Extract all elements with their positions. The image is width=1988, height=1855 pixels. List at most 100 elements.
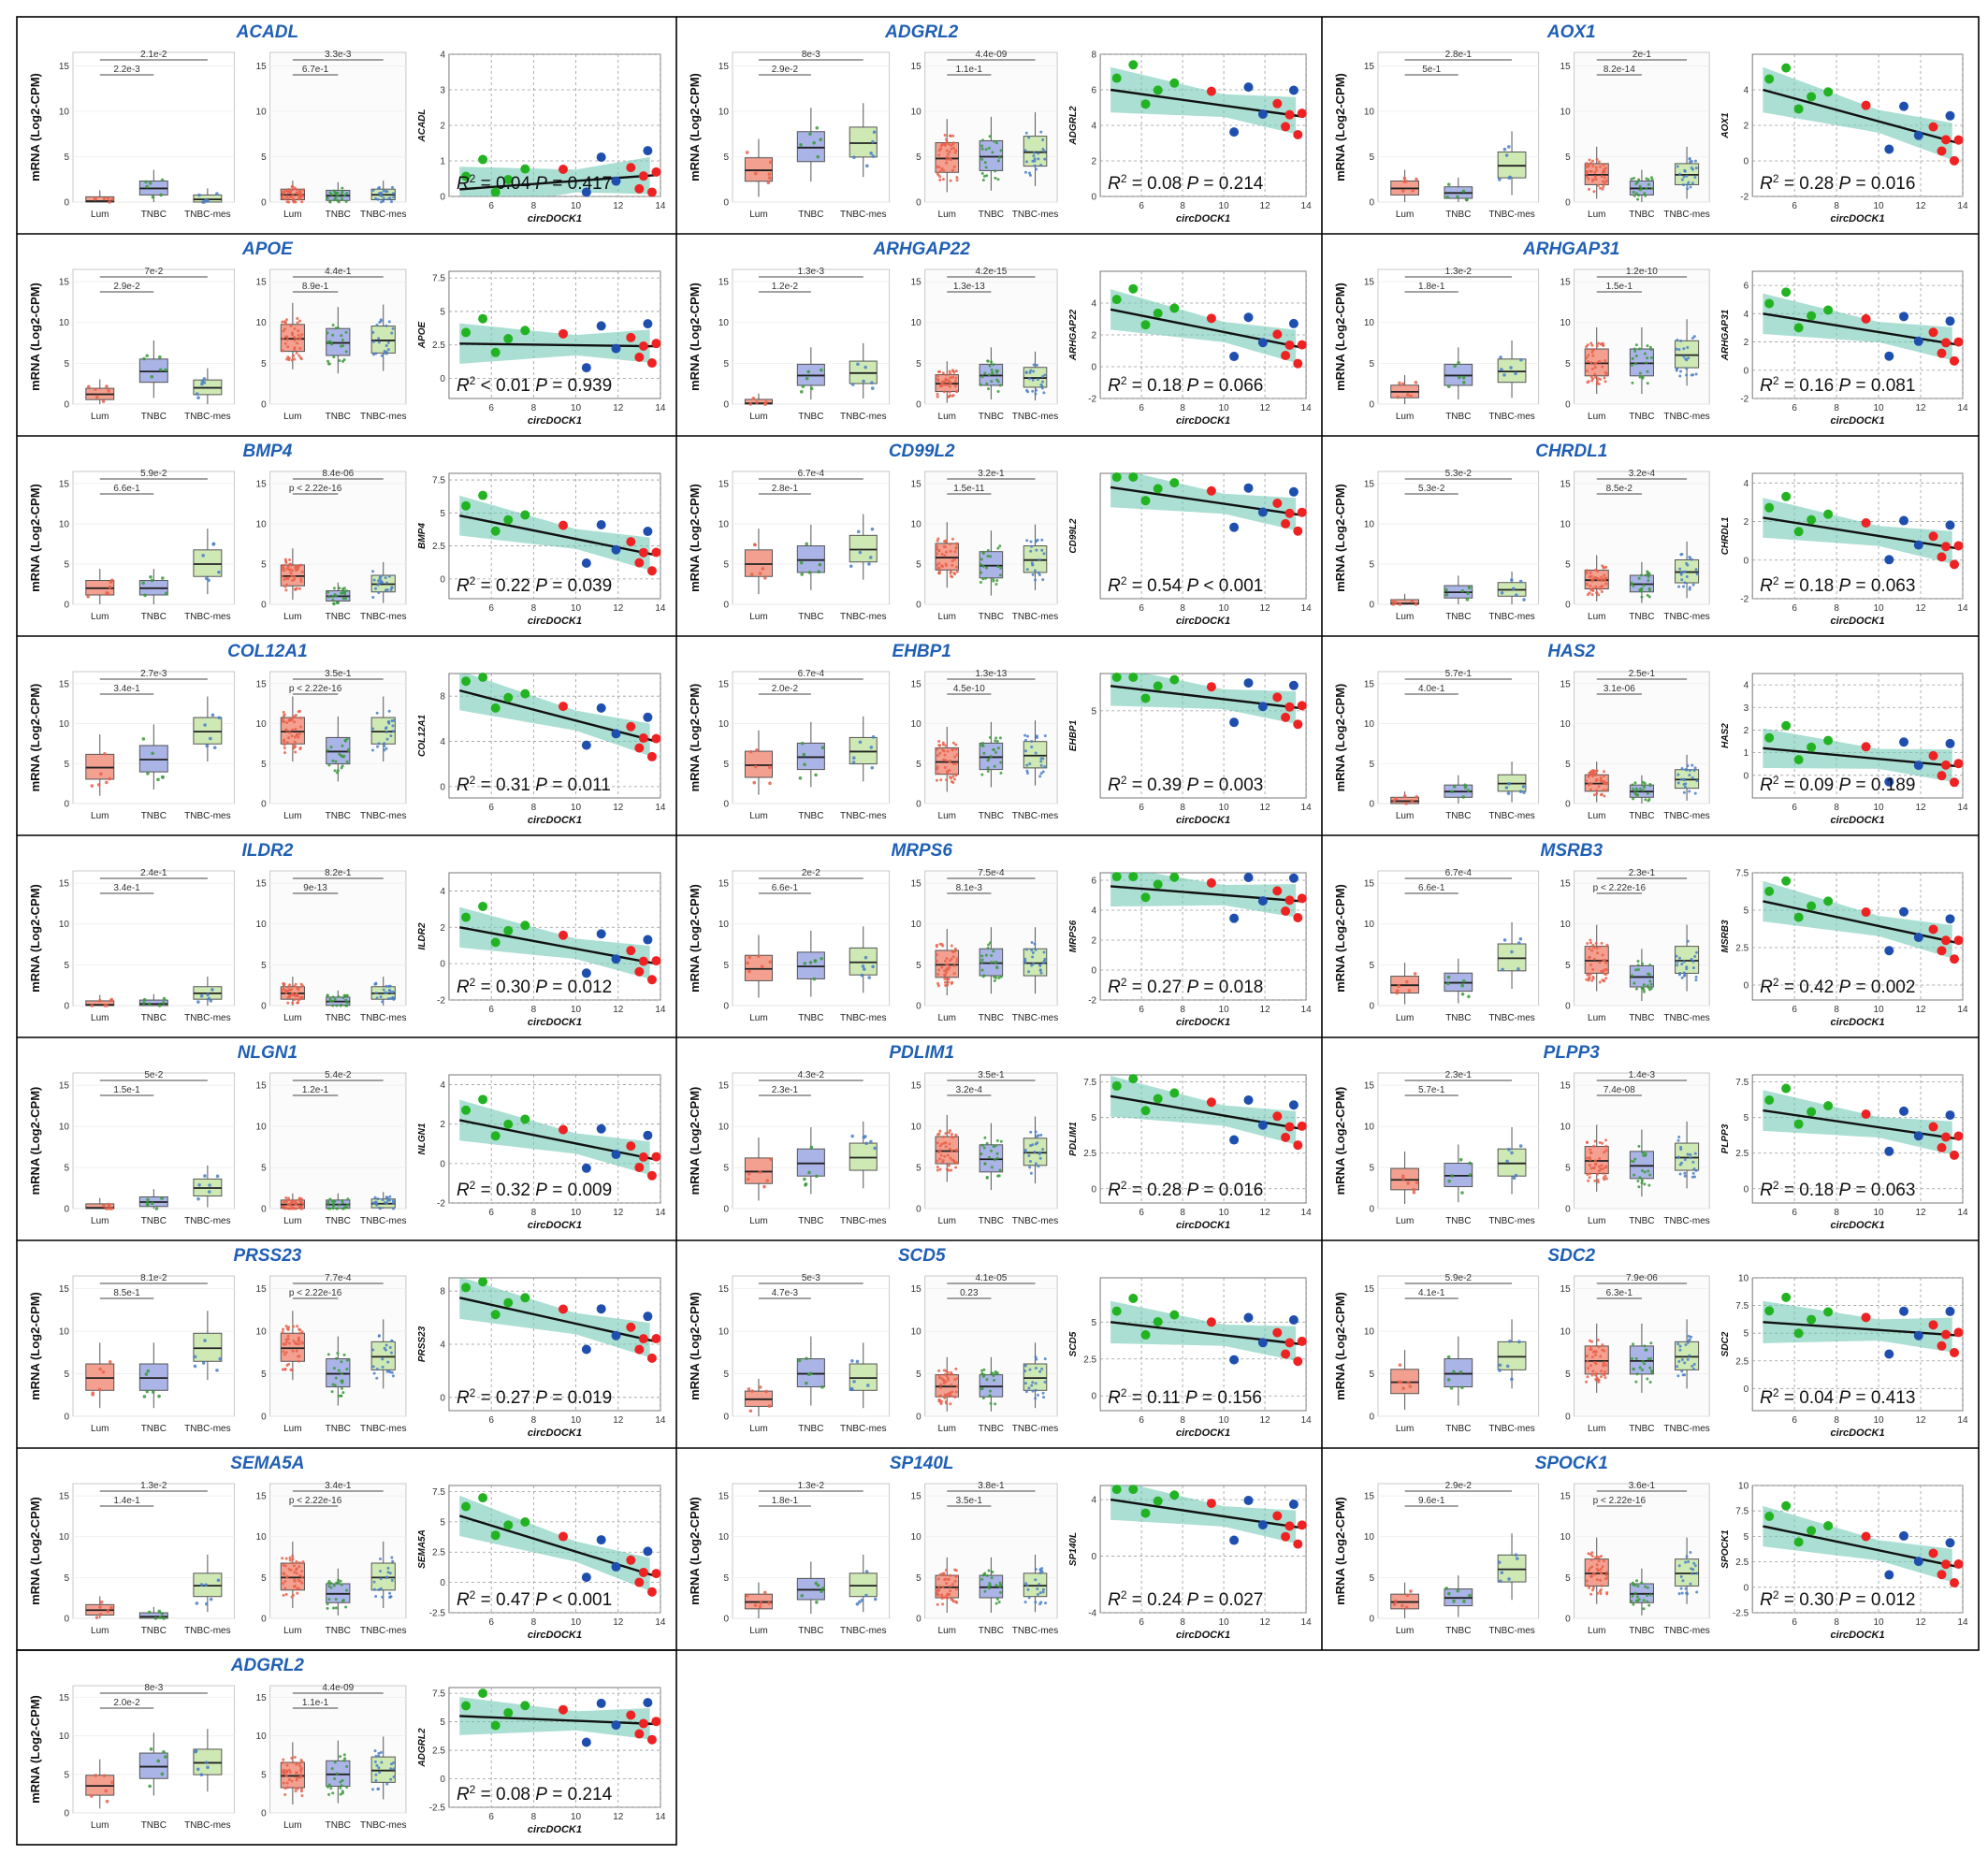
- data-point: [1038, 573, 1041, 577]
- x-tick-label: 8: [1834, 201, 1839, 211]
- data-point: [385, 730, 388, 733]
- data-point: [292, 984, 296, 988]
- p-value-label: 1.3e-13: [953, 282, 985, 292]
- y-tick-label: 5: [916, 1370, 921, 1380]
- data-point: [1603, 167, 1606, 171]
- data-point: [98, 1613, 103, 1616]
- scatter-point: [490, 703, 501, 713]
- data-point: [1467, 586, 1472, 590]
- data-point: [374, 1778, 378, 1782]
- data-point: [301, 1202, 305, 1206]
- data-point: [1678, 1344, 1682, 1348]
- scatter-point: [1793, 755, 1804, 765]
- data-point: [989, 755, 993, 759]
- data-point: [1462, 1600, 1466, 1603]
- data-point: [1034, 540, 1038, 543]
- data-point: [157, 1004, 162, 1007]
- data-point: [943, 554, 947, 558]
- category-label: Lum: [91, 1626, 109, 1636]
- scatter-point: [1928, 1548, 1938, 1558]
- data-point: [1637, 194, 1641, 197]
- y-tick-label: 10: [1560, 1123, 1572, 1133]
- data-point: [194, 1749, 197, 1754]
- data-point: [1042, 391, 1046, 395]
- p-value-label: 6.6e-1: [1418, 883, 1445, 893]
- scatter-point: [611, 1150, 621, 1160]
- data-point: [1452, 785, 1457, 789]
- data-point: [285, 338, 289, 341]
- data-point: [1027, 136, 1031, 139]
- data-point: [386, 1571, 390, 1574]
- category-label: TNBC-mes: [840, 1424, 886, 1434]
- y-tick-label: 0: [1369, 1413, 1374, 1423]
- data-point: [374, 1773, 378, 1776]
- data-point: [1602, 185, 1605, 189]
- data-point: [1039, 772, 1043, 775]
- data-point: [949, 376, 952, 380]
- scatter-point: [503, 925, 514, 935]
- data-point: [283, 743, 286, 746]
- data-point: [1646, 382, 1649, 385]
- data-point: [1521, 785, 1526, 789]
- data-point: [1684, 782, 1688, 786]
- data-point: [1693, 954, 1697, 958]
- data-point: [1676, 1155, 1680, 1159]
- data-point: [90, 1794, 94, 1798]
- data-point: [746, 961, 749, 965]
- scatter-point: [1793, 912, 1804, 922]
- data-point: [1468, 1173, 1473, 1177]
- data-point: [989, 1149, 993, 1152]
- data-point: [203, 723, 207, 727]
- category-label: TNBC: [326, 1626, 351, 1636]
- data-point: [346, 1001, 350, 1005]
- data-point: [215, 1174, 220, 1179]
- y-tick-label: 0: [1369, 198, 1374, 209]
- y-tick-label: 0: [723, 1002, 729, 1012]
- box-tnbc-mes: [370, 1562, 396, 1591]
- data-point: [818, 562, 822, 567]
- x-axis-label: circDOCK1: [1831, 1630, 1885, 1641]
- y-tick-label: 5: [64, 152, 69, 163]
- data-point: [288, 1771, 292, 1775]
- data-point: [286, 1338, 290, 1341]
- data-point: [860, 973, 864, 978]
- data-point: [1686, 1341, 1690, 1344]
- data-point: [945, 957, 949, 961]
- data-point: [1631, 783, 1634, 787]
- regression-line: [459, 1715, 657, 1726]
- data-point: [1043, 1380, 1047, 1384]
- data-point: [341, 1391, 345, 1395]
- data-point: [297, 1355, 301, 1358]
- gene-title: SPOCK1: [1535, 1454, 1608, 1473]
- y-tick-label: 3: [1744, 703, 1749, 714]
- category-label: TNBC: [798, 210, 823, 220]
- scatter-point: [626, 721, 636, 732]
- data-point: [293, 326, 297, 330]
- scatter-point: [558, 930, 568, 940]
- data-point: [218, 1356, 223, 1361]
- x-tick-label: 14: [655, 1617, 666, 1628]
- data-point: [1593, 375, 1597, 379]
- y-tick-label: -2: [437, 996, 445, 1007]
- y-axis-gene-label: MRPS6: [1068, 920, 1079, 952]
- data-point: [1587, 380, 1590, 384]
- category-label: Lum: [1396, 1424, 1414, 1434]
- y-tick-label: 15: [1364, 1284, 1375, 1295]
- data-point: [1024, 1382, 1028, 1385]
- data-point: [1601, 953, 1604, 957]
- y-tick-label: 0: [916, 1615, 921, 1625]
- last-panel-border: [16, 1649, 677, 1846]
- data-point: [1461, 795, 1466, 799]
- data-point: [332, 355, 336, 359]
- data-point: [1601, 1343, 1604, 1347]
- scatter-point: [558, 1304, 568, 1314]
- category-label: TNBC-mes: [1663, 1626, 1709, 1636]
- data-point: [390, 331, 394, 335]
- data-point: [1587, 775, 1590, 778]
- scatter-point: [1861, 1531, 1871, 1542]
- scatter-point: [634, 183, 645, 194]
- data-point: [297, 735, 300, 739]
- data-point: [293, 1578, 297, 1582]
- data-point: [1410, 600, 1415, 603]
- data-point: [1603, 1178, 1606, 1181]
